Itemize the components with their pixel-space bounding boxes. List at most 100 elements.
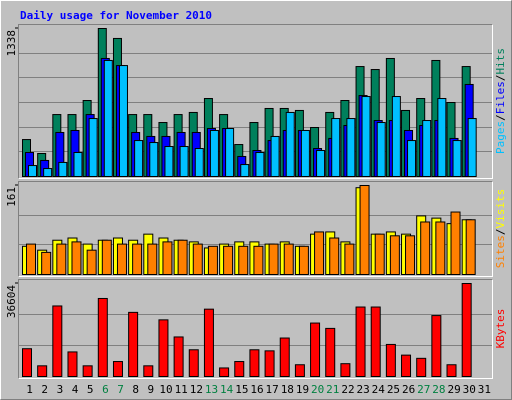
bar xyxy=(331,118,341,177)
bar xyxy=(310,322,321,377)
x-tick-label: 22 xyxy=(341,383,354,396)
bar xyxy=(116,243,127,275)
bar xyxy=(314,231,325,275)
bar xyxy=(452,140,462,178)
bar xyxy=(143,365,154,377)
x-tick-label: 18 xyxy=(281,383,294,396)
y-tick-label: 1338 xyxy=(5,30,18,57)
bar xyxy=(238,245,249,275)
bar xyxy=(28,165,37,178)
bevel xyxy=(18,181,493,277)
bar xyxy=(234,361,245,378)
bar xyxy=(209,129,219,177)
bar xyxy=(355,306,366,377)
legend: Sites/Visits xyxy=(494,189,507,269)
x-tick-label: 29 xyxy=(447,383,460,396)
bar xyxy=(431,315,442,378)
legend-entry: Sites xyxy=(494,235,507,268)
legend: KBytes xyxy=(494,309,507,349)
bar xyxy=(164,146,174,177)
bar xyxy=(97,297,108,377)
legend-entry: Pages xyxy=(494,121,507,154)
x-tick-label: 2 xyxy=(41,383,48,396)
x-tick-label: 6 xyxy=(102,383,109,396)
x-tick-label: 31 xyxy=(478,383,491,396)
bar xyxy=(361,96,371,177)
x-tick-label: 30 xyxy=(463,383,476,396)
bar xyxy=(255,151,265,177)
bar xyxy=(422,120,432,177)
bar xyxy=(416,357,427,377)
bar xyxy=(370,306,381,377)
bar xyxy=(207,245,218,275)
bar xyxy=(118,65,128,177)
bar xyxy=(43,168,53,177)
bar xyxy=(376,122,386,177)
legend-entry: Visits xyxy=(494,189,507,229)
bar xyxy=(177,239,188,276)
bar xyxy=(461,283,472,377)
bar xyxy=(401,354,412,377)
bar xyxy=(71,241,82,275)
bar xyxy=(67,351,78,378)
bar xyxy=(325,327,336,377)
bar xyxy=(346,118,356,177)
bar xyxy=(162,241,173,275)
bar xyxy=(86,249,97,275)
x-tick-label: 24 xyxy=(372,383,386,396)
bar xyxy=(279,337,290,377)
bar xyxy=(270,135,280,177)
bar xyxy=(385,343,396,377)
y-tick-label: 36604 xyxy=(5,285,18,318)
bar xyxy=(26,243,36,275)
bar xyxy=(467,118,477,177)
x-tick-label: 9 xyxy=(148,383,155,396)
bar xyxy=(344,243,355,275)
bar xyxy=(188,349,199,377)
x-tick-label: 20 xyxy=(311,383,324,396)
bar xyxy=(359,185,370,275)
y-tick-label: 161 xyxy=(5,187,18,207)
bar xyxy=(316,150,326,178)
bar xyxy=(203,308,214,377)
legend: Pages/Files/Hits xyxy=(494,48,507,154)
x-tick-label: 8 xyxy=(132,383,139,396)
bar xyxy=(103,59,113,177)
legend-entry: Files xyxy=(494,81,507,114)
bar xyxy=(88,118,98,177)
bar xyxy=(298,245,309,275)
bar xyxy=(249,349,260,377)
x-tick-label: 15 xyxy=(235,383,248,396)
x-tick-label: 16 xyxy=(250,383,263,396)
bar xyxy=(285,111,295,177)
bar xyxy=(405,235,416,276)
bar xyxy=(225,127,235,177)
bar xyxy=(283,243,294,275)
legend-entry: KBytes xyxy=(494,309,507,349)
bar xyxy=(112,361,123,378)
bevel xyxy=(18,24,493,179)
bar xyxy=(134,140,144,178)
x-tick-label: 10 xyxy=(159,383,172,396)
bar xyxy=(192,243,203,275)
bar xyxy=(420,221,431,275)
x-tick-label: 28 xyxy=(432,383,445,396)
bar xyxy=(41,251,52,275)
bar xyxy=(149,142,159,177)
bar xyxy=(194,148,204,178)
bar xyxy=(240,164,250,178)
x-tick-label: 27 xyxy=(417,383,430,396)
bar xyxy=(374,233,385,276)
bar xyxy=(437,98,447,177)
bar xyxy=(82,365,93,377)
x-tick-label: 21 xyxy=(326,383,339,396)
bar xyxy=(446,364,457,377)
bar xyxy=(435,221,446,275)
x-tick-label: 13 xyxy=(205,383,218,396)
chart-title: Daily usage for November 2010 xyxy=(20,9,212,22)
bar xyxy=(22,348,32,377)
bar xyxy=(158,319,169,378)
legend-separator: / xyxy=(494,114,507,121)
x-tick-label: 12 xyxy=(190,383,203,396)
